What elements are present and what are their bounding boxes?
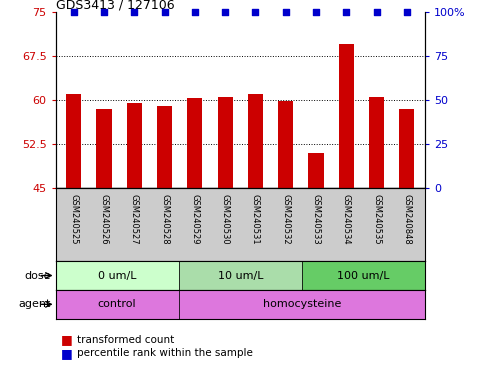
Point — [312, 8, 320, 15]
Bar — [339, 44, 354, 188]
Bar — [187, 98, 202, 188]
Point — [191, 8, 199, 15]
Text: ■: ■ — [60, 333, 72, 346]
Text: agent: agent — [18, 299, 51, 310]
Bar — [309, 153, 324, 188]
Text: GSM240532: GSM240532 — [281, 194, 290, 245]
Bar — [217, 97, 233, 188]
Bar — [66, 94, 81, 188]
Point — [252, 8, 259, 15]
Bar — [179, 290, 425, 319]
Text: GSM240534: GSM240534 — [342, 194, 351, 245]
Point — [100, 8, 108, 15]
Bar — [278, 101, 293, 188]
Text: 0 um/L: 0 um/L — [98, 270, 136, 281]
Text: ■: ■ — [60, 347, 72, 360]
Point — [373, 8, 381, 15]
Text: GSM240535: GSM240535 — [372, 194, 381, 245]
Text: transformed count: transformed count — [77, 335, 174, 345]
Text: GSM240527: GSM240527 — [130, 194, 139, 245]
Point — [282, 8, 290, 15]
Text: GSM240529: GSM240529 — [190, 194, 199, 245]
Point — [342, 8, 350, 15]
Text: GSM240526: GSM240526 — [99, 194, 109, 245]
Bar — [302, 261, 425, 290]
Bar — [248, 94, 263, 188]
Point — [161, 8, 169, 15]
Bar — [127, 103, 142, 188]
Text: GDS3413 / 127106: GDS3413 / 127106 — [56, 0, 174, 12]
Bar — [56, 290, 179, 319]
Text: GSM240848: GSM240848 — [402, 194, 412, 245]
Point — [403, 8, 411, 15]
Point — [70, 8, 78, 15]
Bar — [157, 106, 172, 188]
Bar — [56, 261, 179, 290]
Bar — [97, 109, 112, 188]
Text: 10 um/L: 10 um/L — [217, 270, 263, 281]
Bar — [399, 109, 414, 188]
Text: dose: dose — [24, 270, 51, 281]
Bar — [369, 97, 384, 188]
Text: GSM240525: GSM240525 — [69, 194, 78, 245]
Point — [130, 8, 138, 15]
Text: homocysteine: homocysteine — [263, 299, 341, 310]
Text: GSM240533: GSM240533 — [312, 194, 321, 245]
Text: 100 um/L: 100 um/L — [337, 270, 390, 281]
Text: GSM240531: GSM240531 — [251, 194, 260, 245]
Text: control: control — [98, 299, 136, 310]
Point — [221, 8, 229, 15]
Text: GSM240528: GSM240528 — [160, 194, 169, 245]
Bar — [179, 261, 302, 290]
Text: GSM240530: GSM240530 — [221, 194, 229, 245]
Text: percentile rank within the sample: percentile rank within the sample — [77, 348, 253, 358]
